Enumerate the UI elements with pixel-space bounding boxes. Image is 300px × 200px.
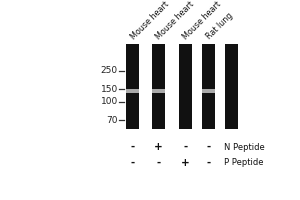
Bar <box>179 44 191 129</box>
Text: 70: 70 <box>106 116 118 125</box>
Text: 100: 100 <box>100 97 118 106</box>
Text: Mouse heart: Mouse heart <box>154 0 196 41</box>
Bar <box>202 44 215 129</box>
Text: Rat lung: Rat lung <box>204 11 234 41</box>
Text: +: + <box>154 142 163 152</box>
Bar <box>126 44 139 129</box>
Bar <box>152 89 165 93</box>
Text: 250: 250 <box>100 66 118 75</box>
Text: N Peptide: N Peptide <box>224 143 265 152</box>
Text: 150: 150 <box>100 85 118 94</box>
Bar <box>225 44 238 129</box>
Text: -: - <box>183 142 187 152</box>
Text: -: - <box>206 142 211 152</box>
Text: -: - <box>156 158 161 168</box>
Bar <box>202 89 215 93</box>
Text: -: - <box>131 142 135 152</box>
Text: Mouse heart: Mouse heart <box>181 0 223 41</box>
Text: Mouse heart: Mouse heart <box>129 0 170 41</box>
Bar <box>152 44 165 129</box>
Text: -: - <box>131 158 135 168</box>
Text: -: - <box>206 158 211 168</box>
Text: P Peptide: P Peptide <box>224 158 264 167</box>
Bar <box>126 89 139 93</box>
Text: +: + <box>181 158 190 168</box>
